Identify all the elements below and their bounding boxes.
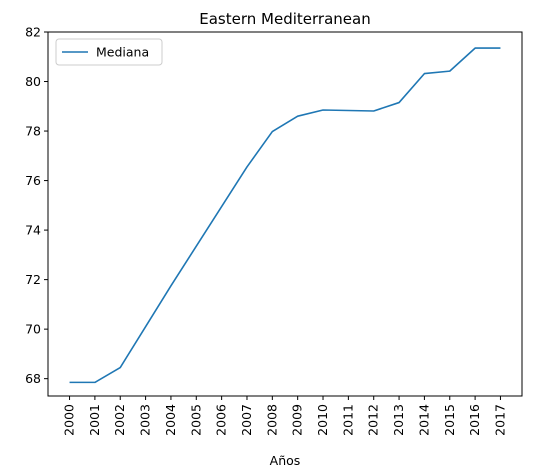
x-tick-label: 2004 bbox=[163, 404, 178, 436]
series-line bbox=[69, 47, 501, 384]
x-tick-label: 2006 bbox=[214, 404, 229, 436]
y-tick-label: 80 bbox=[25, 74, 41, 89]
y-tick-label: 70 bbox=[25, 322, 41, 337]
y-axis: 68 70 72 74 76 78 80 82 bbox=[25, 25, 48, 386]
x-tick-label: 2015 bbox=[442, 404, 457, 436]
x-tick-label: 2011 bbox=[340, 404, 355, 436]
y-tick-label: 78 bbox=[25, 124, 41, 139]
x-tick-label: 2003 bbox=[138, 404, 153, 436]
y-tick-label: 82 bbox=[25, 25, 41, 40]
legend: Mediana bbox=[55, 38, 163, 66]
x-tick-label: 2007 bbox=[239, 404, 254, 436]
x-tick-label: 2000 bbox=[62, 404, 77, 436]
x-tick-label: 2009 bbox=[290, 404, 305, 436]
plot-area bbox=[47, 31, 523, 397]
y-tick-label: 76 bbox=[25, 173, 41, 188]
chart-title: Eastern Mediterranean bbox=[199, 10, 370, 28]
x-axis-label: Años bbox=[270, 453, 301, 468]
x-tick-label: 2008 bbox=[264, 404, 279, 436]
x-tick-label: 2017 bbox=[492, 404, 507, 436]
x-tick-label: 2013 bbox=[391, 404, 406, 436]
series-layer bbox=[69, 47, 501, 384]
x-tick-label: 2016 bbox=[467, 404, 482, 436]
y-tick-label: 72 bbox=[25, 272, 41, 287]
x-tick-label: 2014 bbox=[416, 404, 431, 436]
x-axis: 2000 2001 2002 2003 2004 2005 2006 2007 2008 2009… bbox=[62, 396, 507, 436]
y-tick-label: 68 bbox=[25, 371, 41, 386]
x-tick-label: 2012 bbox=[366, 404, 381, 436]
y-tick-label: 74 bbox=[25, 223, 41, 238]
legend-label: Mediana bbox=[96, 45, 149, 60]
x-tick-label: 2001 bbox=[87, 404, 102, 436]
plot-frame bbox=[47, 31, 523, 397]
x-tick-label: 2002 bbox=[112, 404, 127, 436]
x-tick-label: 2010 bbox=[315, 404, 330, 436]
legend-box bbox=[55, 38, 163, 66]
x-tick-label: 2005 bbox=[188, 404, 203, 436]
